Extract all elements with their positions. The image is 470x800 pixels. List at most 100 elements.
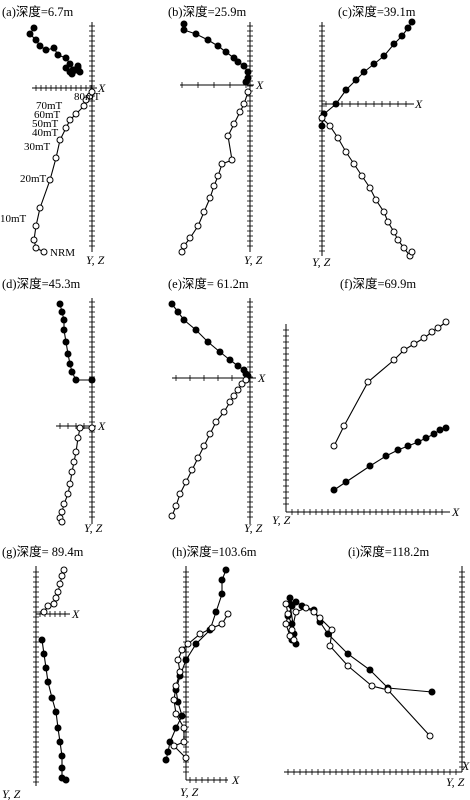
panel-a-annotation: 10mT bbox=[0, 213, 27, 225]
panel-c-filled-point bbox=[352, 76, 360, 84]
panel-g-open-point bbox=[50, 600, 58, 608]
panel-c-open-point bbox=[390, 228, 398, 236]
panel-i-open-point bbox=[282, 620, 290, 628]
panel-g-title: (g)深度= 89.4m bbox=[2, 544, 84, 559]
panel-b-open-point bbox=[178, 248, 186, 256]
panel-g-filled-point bbox=[54, 724, 62, 732]
panel-a-filled-point bbox=[42, 46, 50, 54]
panel-g-filled-point bbox=[58, 752, 66, 760]
panel-g-open-point bbox=[44, 602, 52, 610]
panel-b-open-point bbox=[218, 160, 226, 168]
panel-d-x-label: X bbox=[97, 419, 106, 433]
panel-g: (g)深度= 89.4m X Y, Z bbox=[2, 544, 84, 800]
panel-c-open-point bbox=[326, 122, 334, 130]
panel-i-open-point bbox=[292, 608, 300, 616]
panel-g-filled-point bbox=[52, 708, 60, 716]
panel-a-open-point bbox=[36, 204, 44, 212]
panel-f-filled-point bbox=[404, 442, 412, 450]
panel-i-open-point bbox=[286, 632, 294, 640]
panel-c-filled-point bbox=[318, 122, 326, 130]
panel-c-filled-point bbox=[370, 60, 378, 68]
panel-a-filled-point bbox=[62, 64, 70, 72]
panel-b-filled-point bbox=[230, 54, 238, 62]
panel-a-filled-point bbox=[50, 44, 58, 52]
panel-d-filled-point bbox=[66, 360, 74, 368]
panel-b-filled-point bbox=[234, 58, 242, 66]
panel-b-open-point bbox=[240, 100, 248, 108]
panel-h-filled-point bbox=[218, 590, 226, 598]
panel-i-filled-point bbox=[292, 598, 300, 606]
panel-e: (e)深度= 61.2m X Y, Z bbox=[168, 276, 266, 535]
panel-f-open-point bbox=[364, 378, 372, 386]
panel-f-open-point bbox=[390, 356, 398, 364]
panel-h-open-point bbox=[172, 710, 180, 718]
panel-a-open-point bbox=[52, 154, 60, 162]
panel-g-filled-point bbox=[58, 764, 66, 772]
panel-a-title: (a)深度=6.7m bbox=[2, 4, 74, 19]
panel-i-title: (i)深度=118.2m bbox=[348, 544, 430, 559]
panel-b-title: (b)深度=25.9m bbox=[168, 4, 246, 19]
panel-h-filled-point bbox=[164, 748, 172, 756]
panel-h-x-label: X bbox=[231, 773, 240, 787]
panel-e-open-point bbox=[168, 512, 176, 520]
panel-b-open-point bbox=[206, 194, 214, 202]
panel-h-filled-point bbox=[222, 566, 230, 574]
panel-e-filled-point bbox=[192, 326, 200, 334]
panel-i-open-point bbox=[368, 682, 376, 690]
panel-a-filled-point bbox=[62, 54, 70, 62]
panel-h: (h)深度=103.6m X Y, Z bbox=[162, 544, 257, 799]
panel-b-open-point bbox=[230, 120, 238, 128]
panel-c-x-label: X bbox=[414, 97, 423, 111]
panel-f: (f)深度=69.9m X Y, Z bbox=[272, 276, 460, 527]
panel-d-filled-point bbox=[60, 316, 68, 324]
panel-d-yz-label: Y, Z bbox=[84, 521, 103, 535]
panel-g-filled-point bbox=[44, 678, 52, 686]
panel-c-filled-point bbox=[332, 100, 340, 108]
panel-d-open-point bbox=[70, 458, 78, 466]
panel-a-open-point bbox=[56, 136, 64, 144]
panel-h-open-point bbox=[174, 656, 182, 664]
panel-g-open-point bbox=[60, 566, 68, 574]
panel-e-open-point bbox=[188, 466, 196, 474]
panel-i-open-point bbox=[384, 686, 392, 694]
panel-a-open-point bbox=[80, 102, 88, 110]
panel-a-filled-point bbox=[54, 51, 62, 59]
panel-h-open-point bbox=[172, 682, 180, 690]
panel-f-open-point bbox=[420, 334, 428, 342]
panel-c-filled-point bbox=[404, 24, 412, 32]
panel-a-x-label: X bbox=[97, 81, 106, 95]
panel-e-filled-point bbox=[168, 300, 176, 308]
panel-a-open-point bbox=[46, 176, 54, 184]
panel-d-filled-point bbox=[58, 308, 66, 316]
panel-h-yz-label: Y, Z bbox=[180, 785, 199, 799]
panel-h-filled-point bbox=[212, 608, 220, 616]
panel-e-filled-point bbox=[234, 362, 242, 370]
panel-c-filled-point bbox=[390, 40, 398, 48]
panel-f-open-point bbox=[340, 422, 348, 430]
panel-f-open-point bbox=[428, 328, 436, 336]
panel-f-filled-point bbox=[330, 486, 338, 494]
panel-e-open-point bbox=[176, 490, 184, 498]
panel-c-open-point bbox=[358, 172, 366, 180]
panel-a-annotation: 80mT bbox=[74, 91, 101, 103]
panel-b-filled-point bbox=[242, 78, 250, 86]
panel-f-open-line bbox=[333, 321, 447, 447]
panel-f-open-point bbox=[400, 346, 408, 354]
panel-f-filled-point bbox=[414, 438, 422, 446]
panel-c-open-point bbox=[334, 134, 342, 142]
panel-d-filled-point bbox=[60, 326, 68, 334]
panel-g-open-point bbox=[54, 588, 62, 596]
panel-d-filled-point bbox=[68, 368, 76, 376]
panel-g-open-point bbox=[40, 608, 48, 616]
panel-a-annotation: 40mT bbox=[32, 127, 59, 139]
panel-h-open-point bbox=[180, 724, 188, 732]
panel-h-open-point bbox=[178, 646, 186, 654]
panel-e-open-point bbox=[212, 418, 220, 426]
panel-f-open-point bbox=[330, 442, 338, 450]
panel-i-open-point bbox=[328, 626, 336, 634]
panel-a-open-point bbox=[66, 116, 74, 124]
panel-e-open-point bbox=[242, 376, 250, 384]
panel-h-open-point bbox=[184, 640, 192, 648]
panel-b-open-point bbox=[200, 208, 208, 216]
